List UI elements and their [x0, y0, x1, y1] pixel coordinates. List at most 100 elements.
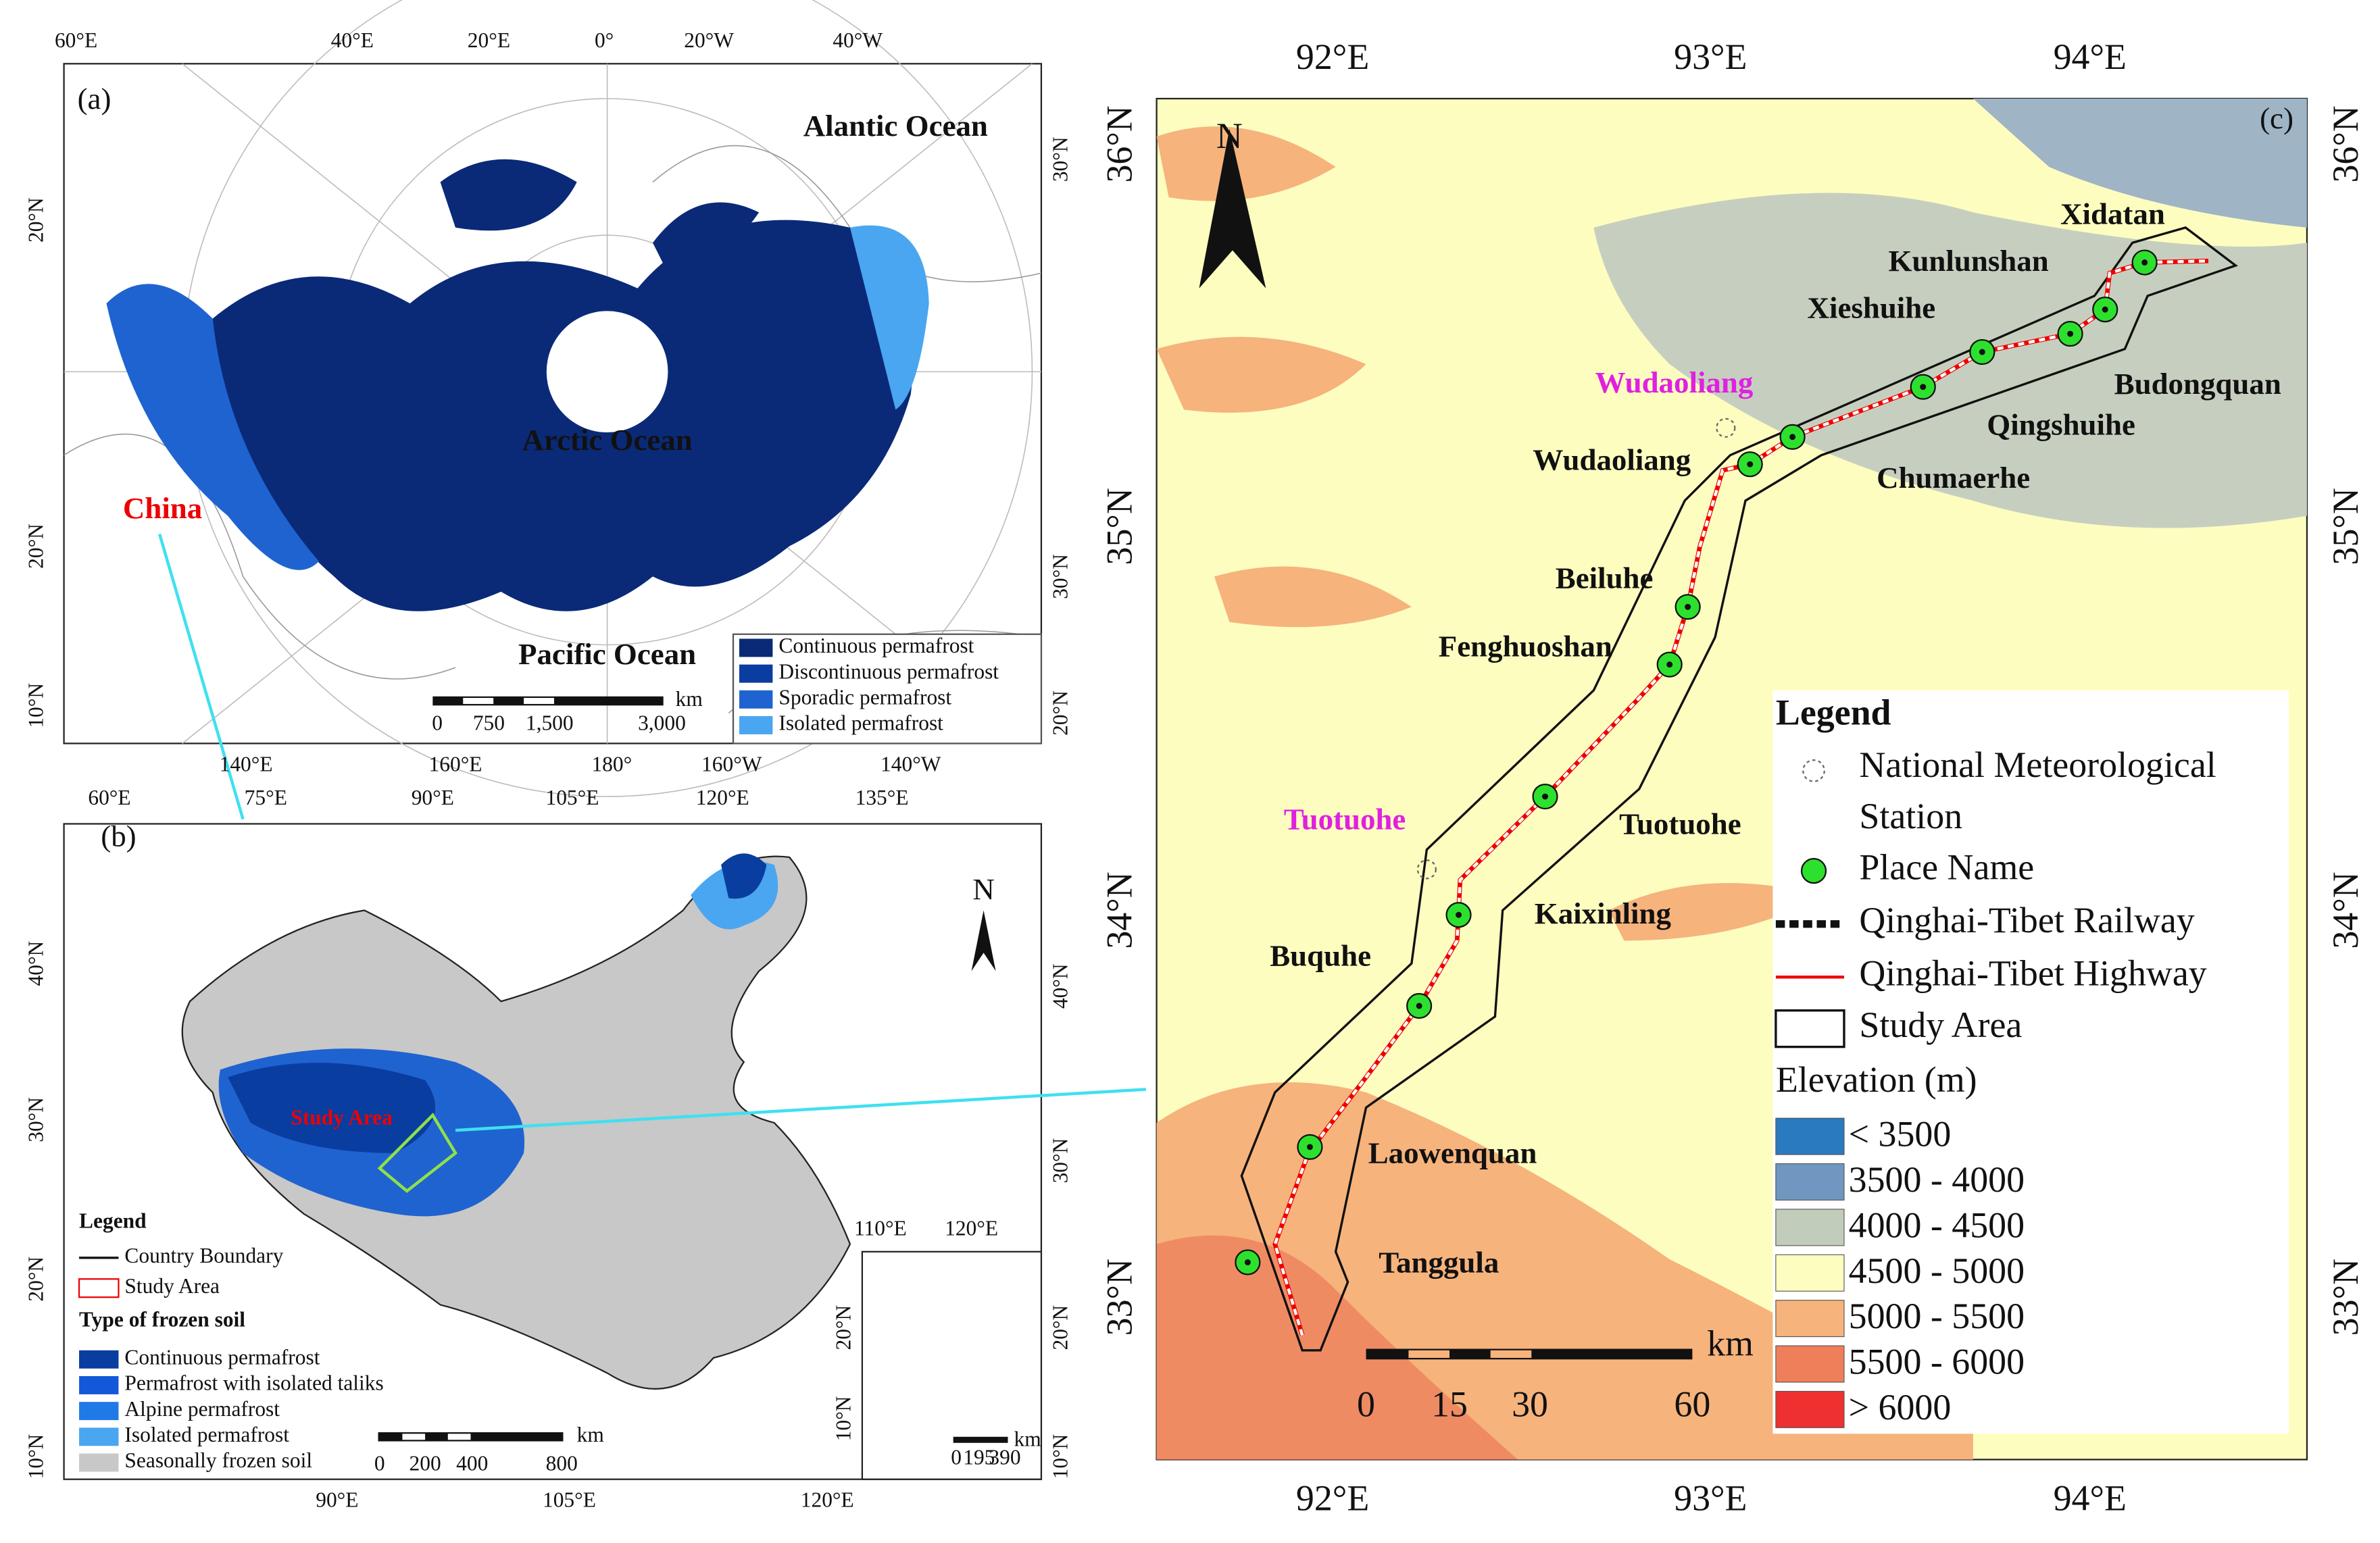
place-dot-center — [1542, 793, 1549, 800]
place-label: Xieshuihe — [1808, 291, 1936, 325]
legend-swatch — [1775, 1209, 1845, 1246]
right-tick: 34°N — [2325, 871, 2366, 948]
panel-a-permafrost — [106, 159, 929, 611]
ocean-label: Pacific Ocean — [518, 637, 696, 671]
top-tick: 120°E — [696, 786, 749, 809]
panel-label: (c) — [2260, 101, 2294, 135]
inset-tick: 10°N — [831, 1396, 855, 1441]
station-label: Tuotuohe — [1284, 803, 1406, 836]
place-dot-center — [1306, 1144, 1313, 1150]
legend-swatch — [1775, 1345, 1845, 1383]
bottom-tick: 92°E — [1296, 1478, 1369, 1519]
scale-label: 390 — [989, 1446, 1020, 1469]
pointer-arrow — [455, 1088, 1147, 1132]
place-label: Laowenquan — [1368, 1136, 1537, 1170]
legend-subtitle: Elevation (m) — [1776, 1059, 1977, 1100]
country-label: China — [123, 491, 202, 525]
legend-symbol — [1802, 759, 1825, 782]
legend-swatch — [739, 716, 773, 734]
pointer-arrow — [157, 533, 245, 820]
top-tick: 20°E — [468, 28, 510, 52]
inset-tick: 20°N — [831, 1305, 855, 1350]
north-arrow — [971, 910, 996, 971]
right-tick: 40°N — [1049, 963, 1072, 1009]
place-label: Tanggula — [1379, 1245, 1499, 1279]
place-dot-center — [2102, 306, 2108, 313]
legend-swatch — [79, 1350, 119, 1369]
top-tick: 40°W — [833, 28, 883, 52]
left-tick: 30°N — [24, 1097, 48, 1142]
inset-tick: 120°E — [945, 1217, 998, 1240]
legend-item: National Meteorological Station — [1859, 746, 2216, 838]
legend-item: Continuous permafrost — [778, 634, 974, 657]
bottom-tick: 120°E — [801, 1488, 854, 1512]
left-tick: 20°N — [24, 524, 48, 569]
legend-item: Study Area — [124, 1274, 220, 1298]
legend-item: Qinghai-Tibet Highway — [1859, 953, 2206, 994]
place-label: Beiluhe — [1556, 561, 1654, 595]
panel-label: (b) — [101, 819, 136, 853]
top-tick: 20°W — [684, 28, 734, 52]
top-tick: 60°E — [88, 786, 130, 809]
station-symbol — [1416, 859, 1437, 880]
panel-c-terrain — [1156, 98, 2307, 1460]
legend-item: Continuous permafrost — [124, 1345, 320, 1369]
station-label: Wudaoliang — [1595, 365, 1754, 399]
bottom-tick: 140°W — [881, 752, 941, 776]
legend-item: Discontinuous permafrost — [778, 659, 999, 683]
bottom-tick: 160°E — [429, 752, 482, 776]
inset-frame — [861, 1250, 1043, 1480]
study-area-label: Study Area — [291, 1106, 393, 1130]
legend-item: Study Area — [1859, 1005, 2022, 1045]
legend-item: Seasonally frozen soil — [124, 1448, 312, 1472]
scale-label: 30 — [1512, 1384, 1548, 1424]
bottom-tick: 105°E — [543, 1488, 596, 1512]
left-tick: 40°N — [24, 941, 48, 986]
place-label: Kaixinling — [1535, 896, 1672, 930]
left-tick: 35°N — [1099, 488, 1140, 565]
scale-label: 0 — [432, 711, 443, 735]
scale-label: 60 — [1674, 1384, 1710, 1424]
place-dot-center — [2141, 259, 2148, 266]
right-tick: 20°N — [1049, 1305, 1072, 1350]
place-label: Fenghuoshan — [1439, 630, 1612, 663]
top-tick: 135°E — [856, 786, 909, 809]
legend-symbol — [1800, 858, 1827, 884]
place-dot-center — [1979, 349, 1985, 355]
legend-item: > 6000 — [1849, 1387, 1952, 1427]
legend-title: Legend — [1776, 692, 1891, 732]
left-tick: 10°N — [24, 683, 48, 728]
place-dot-center — [2067, 330, 2074, 337]
legend-item: 5000 - 5500 — [1849, 1296, 2025, 1336]
bottom-tick: 94°E — [2054, 1478, 2127, 1519]
scale-label: 0 — [951, 1446, 962, 1469]
place-label: Kunlunshan — [1889, 244, 2049, 278]
legend-item: Permafrost with isolated taliks — [124, 1371, 383, 1395]
railway — [1273, 259, 2208, 1336]
place-label: Chumaerhe — [1877, 461, 2030, 495]
scale-label: 750 — [473, 711, 505, 735]
scale-label: 0 — [374, 1452, 385, 1475]
scale-label: 200 — [410, 1452, 441, 1475]
panel-label: (a) — [78, 82, 111, 116]
left-tick: 20°N — [24, 197, 48, 243]
legend-item: Sporadic permafrost — [778, 686, 951, 709]
legend-swatch — [78, 1278, 120, 1298]
bottom-tick: 93°E — [1674, 1478, 1747, 1519]
top-tick: 40°E — [331, 28, 374, 52]
legend-item: Alpine permafrost — [124, 1397, 280, 1421]
legend-item: Isolated permafrost — [124, 1423, 289, 1446]
scale-bar — [1490, 1350, 1532, 1359]
bottom-tick: 90°E — [316, 1488, 358, 1512]
legend-swatch — [79, 1453, 119, 1472]
panel-c-legend-box — [1772, 690, 2289, 1434]
station-symbol — [1716, 418, 1736, 438]
scale-bar — [953, 1436, 1008, 1443]
legend-swatch — [739, 638, 773, 657]
legend-swatch — [79, 1427, 119, 1446]
place-label: Qingshuihe — [1987, 408, 2135, 442]
panel-b-map — [181, 853, 851, 1390]
scale-unit: km — [1014, 1427, 1041, 1451]
